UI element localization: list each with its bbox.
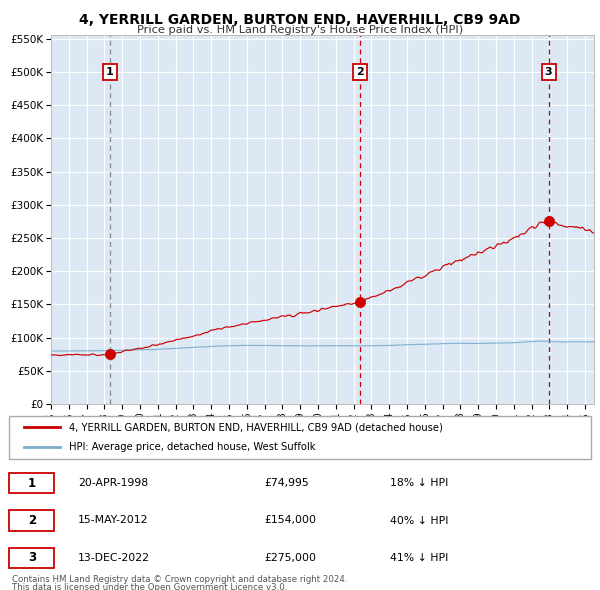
Text: 1: 1 bbox=[106, 67, 113, 77]
FancyBboxPatch shape bbox=[9, 548, 54, 568]
Text: Price paid vs. HM Land Registry's House Price Index (HPI): Price paid vs. HM Land Registry's House … bbox=[137, 25, 463, 35]
Text: 41% ↓ HPI: 41% ↓ HPI bbox=[390, 553, 448, 563]
Text: 4, YERRILL GARDEN, BURTON END, HAVERHILL, CB9 9AD (detached house): 4, YERRILL GARDEN, BURTON END, HAVERHILL… bbox=[69, 422, 443, 432]
Text: 4, YERRILL GARDEN, BURTON END, HAVERHILL, CB9 9AD: 4, YERRILL GARDEN, BURTON END, HAVERHILL… bbox=[79, 13, 521, 27]
Text: This data is licensed under the Open Government Licence v3.0.: This data is licensed under the Open Gov… bbox=[12, 583, 287, 590]
Text: 20-APR-1998: 20-APR-1998 bbox=[78, 478, 148, 488]
FancyBboxPatch shape bbox=[9, 417, 591, 459]
Point bbox=[544, 217, 553, 226]
Text: 40% ↓ HPI: 40% ↓ HPI bbox=[390, 516, 449, 526]
FancyBboxPatch shape bbox=[9, 510, 54, 530]
Text: 2: 2 bbox=[28, 514, 36, 527]
Text: Contains HM Land Registry data © Crown copyright and database right 2024.: Contains HM Land Registry data © Crown c… bbox=[12, 575, 347, 585]
Text: £74,995: £74,995 bbox=[264, 478, 309, 488]
Text: 15-MAY-2012: 15-MAY-2012 bbox=[78, 516, 149, 526]
Text: 13-DEC-2022: 13-DEC-2022 bbox=[78, 553, 150, 563]
FancyBboxPatch shape bbox=[9, 473, 54, 493]
Text: 3: 3 bbox=[28, 552, 36, 565]
Text: 1: 1 bbox=[28, 477, 36, 490]
Point bbox=[105, 350, 115, 359]
Text: 3: 3 bbox=[545, 67, 553, 77]
Text: £154,000: £154,000 bbox=[264, 516, 316, 526]
Text: HPI: Average price, detached house, West Suffolk: HPI: Average price, detached house, West… bbox=[69, 442, 316, 452]
Text: 2: 2 bbox=[356, 67, 364, 77]
Text: £275,000: £275,000 bbox=[264, 553, 316, 563]
Text: 18% ↓ HPI: 18% ↓ HPI bbox=[390, 478, 448, 488]
Point bbox=[355, 297, 365, 307]
